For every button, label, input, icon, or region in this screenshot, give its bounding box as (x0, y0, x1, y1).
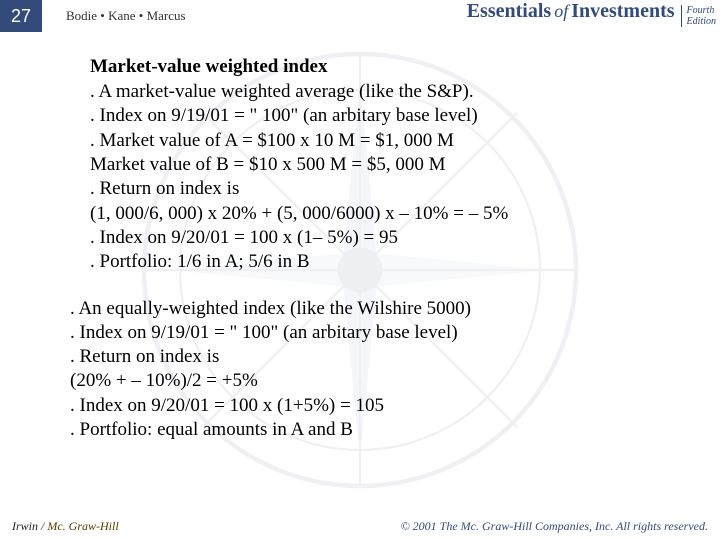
header-spacer (42, 0, 62, 32)
body-line: . Market value of A = $100 x 10 M = $1, … (90, 129, 690, 153)
body-line: . Return on index is (90, 177, 690, 201)
slide-number: 27 (0, 0, 42, 32)
body-line: . A market-value weighted average (like … (90, 80, 690, 104)
edition-label: Fourth Edition (681, 5, 716, 27)
authors: Bodie • Kane • Marcus (62, 0, 467, 32)
body-line: . Index on 9/20/01 = 100 x (1– 5%) = 95 (90, 226, 690, 250)
body-line: . Portfolio: 1/6 in A; 5/6 in B (90, 250, 690, 274)
publisher-irwin: Irwin (12, 519, 38, 533)
body-line: . Return on index is (70, 345, 690, 369)
body-line: (1, 000/6, 000) x 20% + (5, 000/6000) x … (90, 202, 690, 226)
section-title: Market-value weighted index (90, 56, 690, 78)
body-line: Market value of B = $10 x 500 M = $5, 00… (90, 153, 690, 177)
body-line: (20% + – 10%)/2 = +5% (70, 369, 690, 393)
body-line: . An equally-weighted index (like the Wi… (70, 297, 690, 321)
edition-line1: Fourth (687, 5, 716, 16)
body-line: . Index on 9/19/01 = " 100" (an arbitary… (90, 104, 690, 128)
slide-content: Market-value weighted index . A market-v… (0, 32, 720, 452)
body-line: . Portfolio: equal amounts in A and B (70, 418, 690, 442)
body-line: . Index on 9/19/01 = " 100" (an arbitary… (70, 321, 690, 345)
slide-footer: Irwin / Mc. Graw-Hill © 2001 The Mc. Gra… (0, 519, 720, 534)
book-title-word1: Essentials (467, 0, 551, 23)
publisher: Irwin / Mc. Graw-Hill (12, 519, 119, 534)
publisher-mcgraw: Mc. Graw-Hill (47, 519, 118, 533)
copyright: © 2001 The Mc. Graw-Hill Companies, Inc.… (401, 519, 708, 534)
publisher-sep: / (38, 519, 47, 533)
edition-line2: Edition (687, 16, 716, 27)
book-title: Essentials of Investments Fourth Edition (467, 0, 720, 32)
slide-header: 27 Bodie • Kane • Marcus Essentials of I… (0, 0, 720, 32)
content-block-2: . An equally-weighted index (like the Wi… (70, 297, 690, 443)
book-title-word2: Investments (571, 0, 674, 23)
body-line: . Index on 9/20/01 = 100 x (1+5%) = 105 (70, 394, 690, 418)
content-block-1: . A market-value weighted average (like … (90, 80, 690, 275)
book-title-of: of (554, 1, 568, 22)
